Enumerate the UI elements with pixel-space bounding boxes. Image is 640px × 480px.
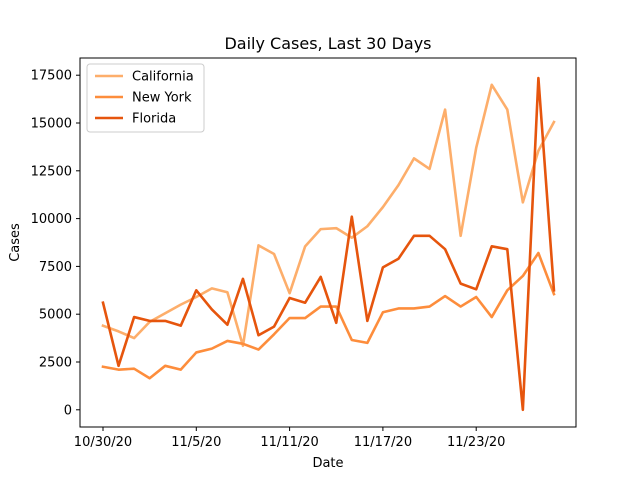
chart-title: Daily Cases, Last 30 Days bbox=[224, 34, 431, 53]
series-lines bbox=[101, 76, 556, 412]
y-tick-label: 5000 bbox=[39, 308, 72, 323]
legend-label: Florida bbox=[132, 112, 176, 127]
x-tick-label: 11/11/20 bbox=[260, 435, 318, 450]
x-axis-label: Date bbox=[312, 456, 343, 471]
x-axis: 10/30/20 11/5/20 11/11/20 11/17/20 11/23/20 bbox=[74, 427, 505, 450]
legend-label: New York bbox=[132, 91, 192, 106]
y-tick-label: 15000 bbox=[31, 117, 72, 132]
y-tick-label: 17500 bbox=[31, 69, 72, 84]
y-tick-label: 0 bbox=[64, 403, 72, 418]
legend: California New York Florida bbox=[86, 63, 205, 133]
x-tick-label: 11/23/20 bbox=[447, 435, 505, 450]
x-tick-label: 11/5/20 bbox=[171, 435, 221, 450]
legend-box bbox=[86, 63, 205, 133]
y-tick-label: 2500 bbox=[39, 355, 72, 370]
y-tick-label: 10000 bbox=[31, 212, 72, 227]
series-line-new-york bbox=[101, 251, 556, 380]
y-tick-label: 12500 bbox=[31, 164, 72, 179]
y-axis-label: Cases bbox=[8, 223, 23, 262]
plot-area-frame bbox=[79, 57, 577, 428]
y-axis: 0 2500 5000 7500 10000 12500 15000 17500 bbox=[31, 69, 80, 418]
y-tick-label: 7500 bbox=[39, 260, 72, 275]
legend-label: California bbox=[132, 70, 194, 85]
series-line-california bbox=[101, 83, 556, 348]
x-tick-label: 11/17/20 bbox=[354, 435, 412, 450]
x-tick-label: 10/30/20 bbox=[74, 435, 132, 450]
series-line-florida bbox=[101, 76, 556, 412]
